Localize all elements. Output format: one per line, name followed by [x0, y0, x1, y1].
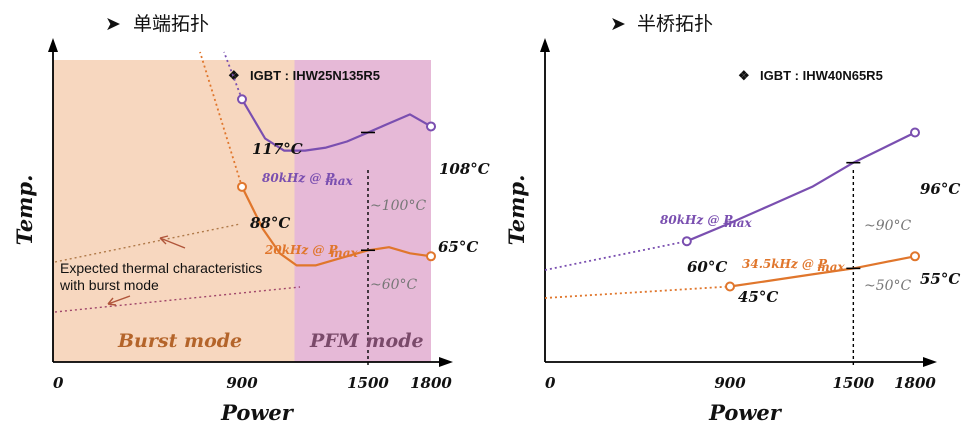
series-tail-1 — [199, 51, 243, 188]
data-point-1 — [910, 127, 920, 138]
panel-title: 半桥拓扑 — [637, 13, 713, 35]
y-axis-arrow-icon — [540, 38, 550, 52]
x-axis-title: Power — [708, 400, 783, 425]
data-point-3 — [426, 251, 436, 262]
freq-label-0: 80kHz @ P — [262, 171, 336, 185]
data-point-3 — [910, 251, 920, 262]
x-tick-label: 900 — [226, 374, 258, 392]
expected-line-upper — [54, 223, 241, 263]
mark-label-0: ~90°C — [864, 218, 912, 234]
y-axis-title: Temp. — [12, 175, 37, 246]
data-point-0 — [681, 236, 692, 247]
mark-label-1: ~60°C — [370, 277, 418, 293]
x-tick-label: 0 — [53, 374, 64, 392]
igbt-label: IGBT : IHW25N135R5 — [250, 68, 380, 83]
series-line-0 — [241, 98, 432, 152]
panel-title: 单端拓扑 — [133, 13, 209, 35]
annotation-arrow-upper-icon — [159, 235, 186, 249]
x-axis-arrow-icon — [923, 357, 937, 367]
data-point-2 — [725, 281, 735, 292]
series-tail-0 — [544, 240, 688, 271]
freq-label-0: 80kHz @ P — [660, 213, 734, 227]
x-tick-label: 1800 — [894, 374, 936, 392]
x-tick-label: 1500 — [347, 374, 389, 392]
series-line-1 — [729, 255, 916, 288]
region-label-pfm: PFM mode — [309, 330, 424, 352]
region-1 — [294, 60, 431, 362]
annotation-line-2: with burst mode — [59, 277, 159, 293]
point-label-1: 108°C — [439, 160, 490, 178]
freq-label-1: 20kHz @ P — [264, 243, 339, 257]
x-axis-title: Power — [220, 400, 295, 425]
igbt-label: IGBT : IHW40N65R5 — [760, 68, 883, 83]
mark-label-0: ~100°C — [370, 198, 426, 214]
freq-sub-1: max — [817, 260, 845, 274]
data-point-1 — [426, 121, 436, 132]
x-tick-label: 1800 — [410, 374, 452, 392]
expected-line-lower — [54, 286, 301, 313]
point-label-0: 117°C — [252, 140, 303, 158]
region-0 — [53, 60, 295, 362]
heading-arrow-icon: ➤ — [610, 13, 626, 35]
data-point-2 — [237, 181, 247, 192]
mark-label-1: ~50°C — [864, 278, 912, 294]
bullet-icon: ❖ — [738, 68, 750, 83]
y-axis-title: Temp. — [504, 175, 529, 246]
freq-sub-0: max — [325, 174, 353, 188]
freq-label-1: 34.5kHz @ P — [742, 257, 828, 271]
series-tail-1 — [544, 285, 731, 299]
annotation-line-1: Expected thermal characteristics — [60, 260, 262, 276]
panel-2: ➤ 半桥拓扑 0 900 1500 1800 Power Temp. ❖ IGBT : IHW40… — [504, 13, 960, 425]
series-line-1 — [241, 186, 432, 267]
x-tick-label: 1500 — [832, 374, 874, 392]
point-label-1: 96°C — [920, 180, 960, 198]
x-tick-label: 0 — [545, 374, 556, 392]
x-axis-arrow-icon — [439, 357, 453, 367]
annotation-arrow-lower-icon — [107, 295, 131, 306]
point-label-2: 45°C — [738, 288, 778, 306]
point-label-3: 55°C — [920, 270, 960, 288]
x-tick-label: 900 — [714, 374, 746, 392]
freq-sub-1: max — [330, 246, 358, 260]
freq-sub-0: max — [724, 216, 752, 230]
point-label-0: 60°C — [687, 258, 727, 276]
point-label-3: 65°C — [438, 238, 478, 256]
series-line-0 — [686, 131, 916, 243]
region-label-burst: Burst mode — [117, 330, 242, 352]
series-tail-0 — [223, 51, 243, 100]
heading-arrow-icon: ➤ — [105, 13, 121, 35]
data-point-0 — [237, 94, 247, 105]
y-axis-arrow-icon — [48, 38, 58, 52]
point-label-2: 88°C — [250, 214, 290, 232]
